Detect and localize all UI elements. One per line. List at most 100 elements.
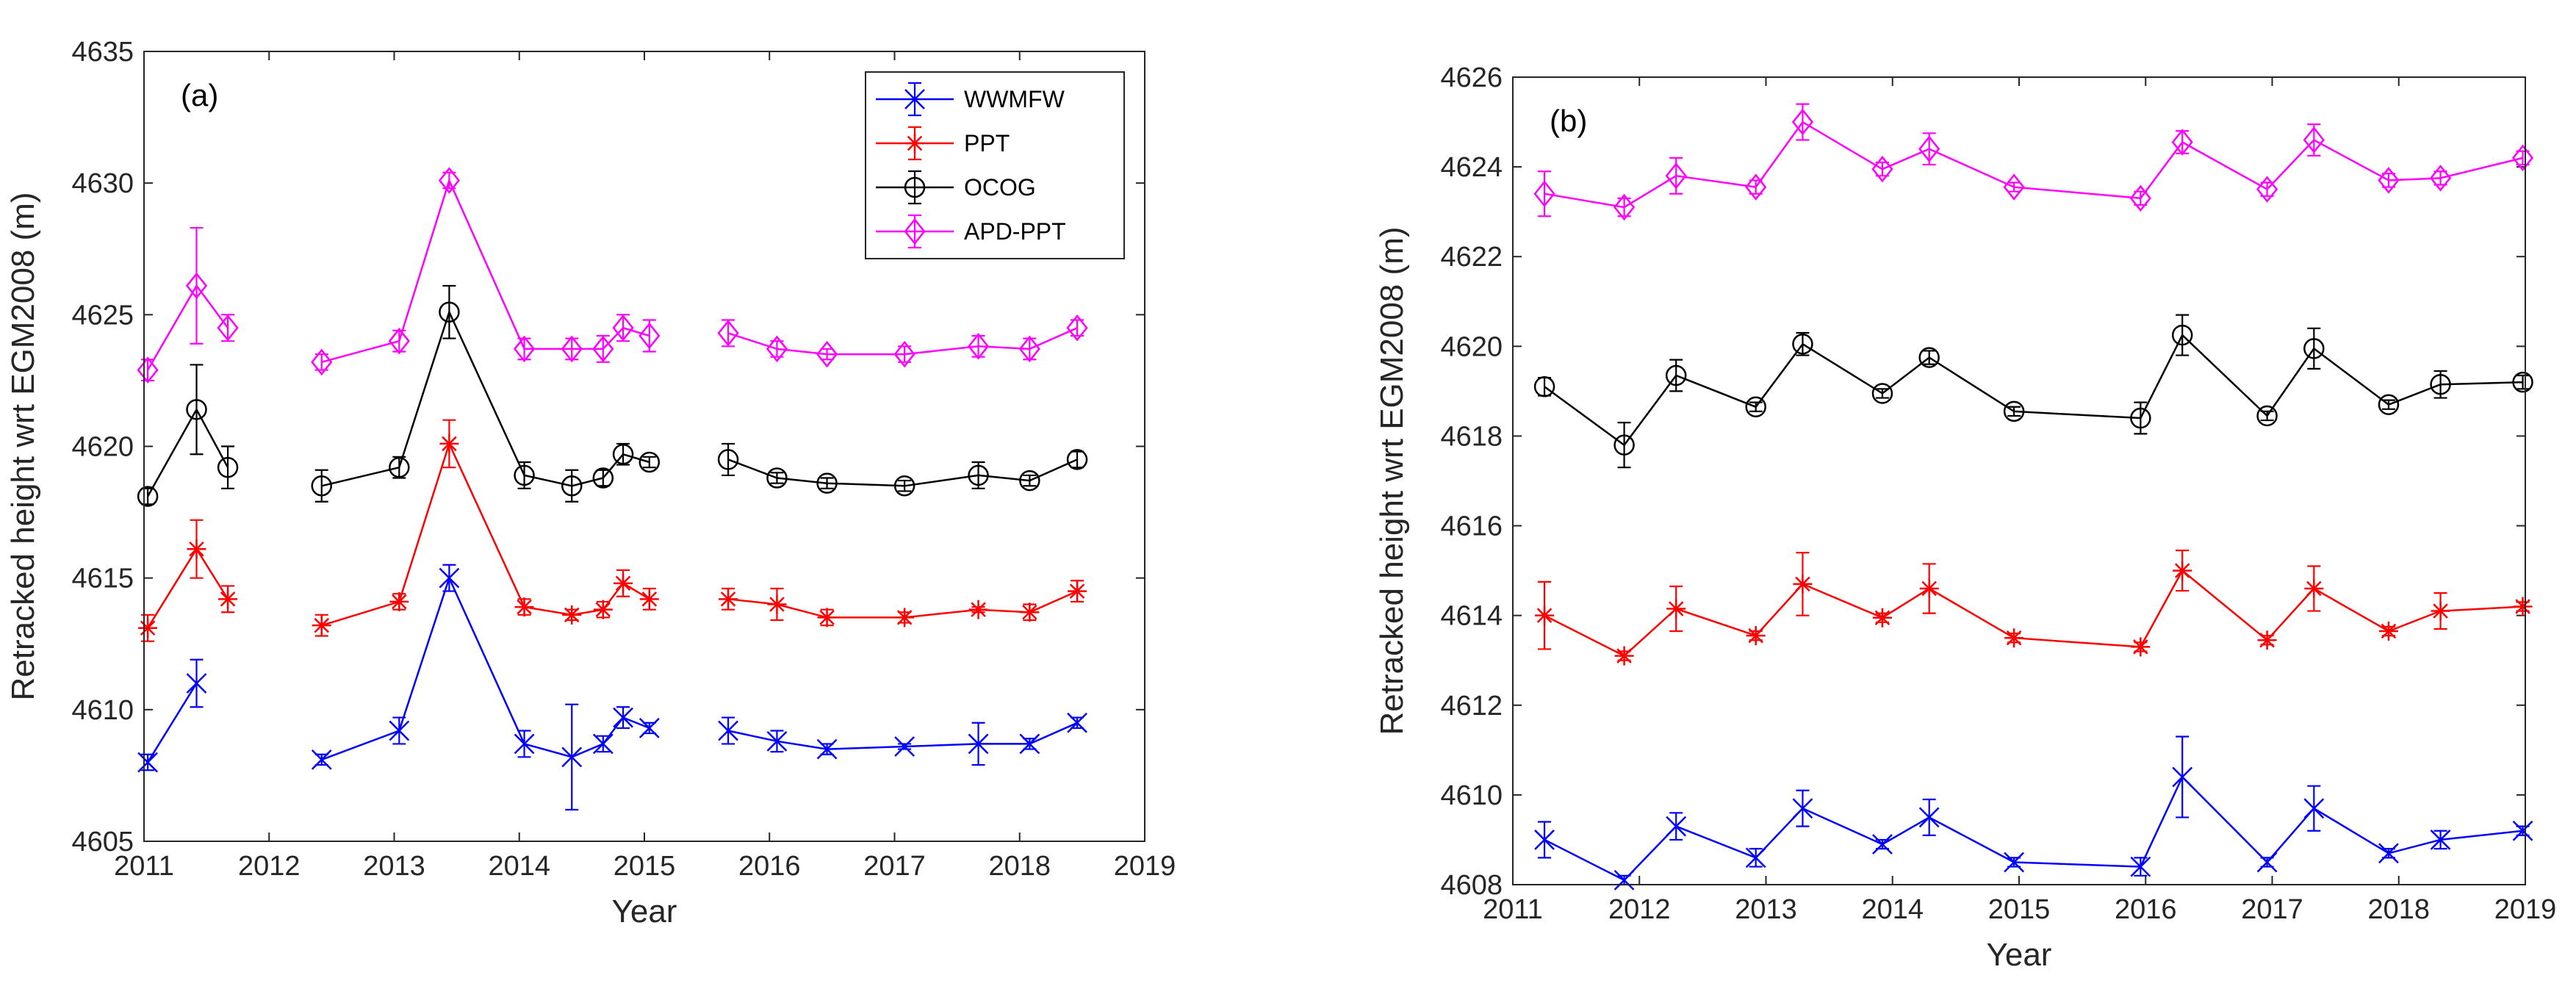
data-point (1613, 193, 1636, 221)
data-point (1534, 830, 1555, 850)
panel-label: (a) (181, 78, 218, 112)
legend-label: PPT (964, 130, 1010, 157)
data-point (1871, 155, 1893, 183)
data-point (2303, 338, 2325, 359)
series-ocog (137, 284, 1088, 507)
data-point (2430, 373, 2451, 395)
error-bar (2176, 314, 2190, 356)
data-point (766, 467, 788, 489)
x-tick-label: 2011 (114, 851, 174, 882)
x-tick-label: 2016 (2115, 894, 2177, 925)
data-point (816, 738, 838, 760)
data-point (1067, 712, 1087, 733)
data-point (1872, 608, 1892, 627)
y-tick-label: 4615 (71, 564, 134, 594)
legend-marker (904, 217, 926, 245)
data-point (1919, 579, 1939, 599)
data-point (2303, 126, 2325, 154)
data-point (592, 467, 614, 489)
x-tick-label: 2017 (863, 851, 926, 882)
data-point (718, 720, 738, 741)
data-point (1746, 626, 1766, 646)
data-point (2003, 173, 2025, 201)
error-bar (642, 456, 656, 469)
data-point (2171, 129, 2193, 156)
x-tick-label: 2018 (2367, 894, 2430, 925)
data-point (2130, 856, 2151, 877)
data-point (2256, 405, 2278, 427)
data-point (2429, 165, 2452, 192)
data-point (2004, 852, 2024, 873)
data-point (1792, 798, 1813, 819)
y-tick-label: 4608 (1440, 870, 1503, 901)
data-point (1068, 581, 1087, 601)
data-point (187, 539, 206, 559)
data-point (2512, 820, 2533, 841)
axes-box (1512, 76, 2526, 885)
y-tick-label: 4612 (1440, 691, 1503, 722)
data-point (2129, 184, 2151, 212)
legend-label: APD-PPT (964, 218, 1066, 245)
data-point (2004, 628, 2024, 648)
data-point (562, 605, 582, 625)
x-axis-label: Year (612, 893, 677, 929)
y-axis-label: Retracked height wrt EGM2008 (m) (5, 192, 41, 700)
data-point (612, 314, 634, 342)
data-point (137, 486, 159, 507)
data-point (2171, 324, 2193, 346)
axes-box (143, 51, 1145, 842)
data-point (561, 335, 583, 363)
x-tick-label: 2015 (1988, 894, 2051, 925)
error-bar (1796, 331, 1810, 356)
y-tick-label: 4610 (71, 695, 134, 726)
series-ppt (138, 419, 1087, 642)
data-point (1535, 605, 1555, 625)
legend: WWMFW PPT OCOG APD-PPT (865, 71, 1125, 259)
data-point (1666, 816, 1687, 837)
data-point (638, 718, 660, 738)
series-ppt (1535, 550, 2533, 666)
data-point (311, 475, 333, 497)
data-point (388, 327, 410, 355)
data-point (1793, 574, 1813, 594)
legend-marker (905, 134, 924, 153)
y-tick-label: 4620 (71, 432, 134, 463)
data-point (1066, 314, 1088, 342)
x-tick-label: 2013 (363, 851, 425, 882)
data-point (1745, 847, 1766, 868)
error-bar (1023, 474, 1037, 487)
data-point (2003, 400, 2025, 422)
series-apd-ppt (137, 167, 1088, 384)
data-point (2172, 766, 2193, 788)
error-bar (722, 442, 735, 477)
error-bar (820, 477, 834, 489)
error-bar (190, 364, 204, 456)
data-point (1533, 180, 1555, 207)
x-tick-label: 2011 (1483, 894, 1543, 925)
data-point (1614, 646, 1634, 666)
y-tick-label: 4620 (1440, 331, 1503, 362)
error-bar (392, 456, 406, 479)
data-point (1066, 449, 1088, 470)
data-point (217, 314, 239, 342)
y-tick-label: 4635 (71, 37, 134, 68)
data-point (1871, 383, 1893, 404)
y-tick-label: 4618 (1440, 421, 1503, 452)
error-bar (2516, 374, 2530, 390)
series-wwmfw (1534, 735, 2533, 891)
data-point (967, 333, 990, 360)
data-point (1872, 834, 1893, 855)
data-point (1745, 396, 1766, 418)
data-point (1020, 602, 1040, 622)
data-point (613, 707, 633, 728)
series-line (147, 683, 198, 763)
series-ocog (1533, 314, 2533, 469)
data-point (614, 573, 633, 593)
data-point (592, 733, 614, 755)
data-point (1791, 108, 1814, 136)
data-point (1613, 870, 1635, 891)
data-point (1665, 162, 1687, 190)
x-tick-label: 2013 (1735, 894, 1797, 925)
data-point (592, 335, 614, 363)
x-tick-label: 2015 (614, 851, 676, 882)
